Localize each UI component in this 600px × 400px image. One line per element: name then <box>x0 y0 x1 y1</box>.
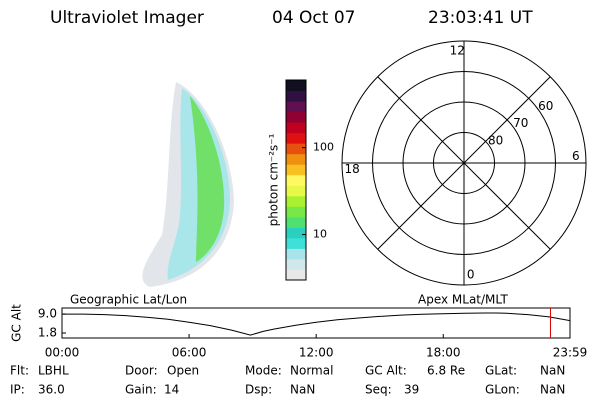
date: 04 Oct 07 <box>272 8 355 28</box>
colorbar-swatch <box>286 132 306 144</box>
colorbar-tick-label: 10 <box>313 228 327 241</box>
colorbar-swatch <box>286 90 306 102</box>
colorbar-swatch <box>286 195 306 207</box>
info-value: 39 <box>404 383 419 397</box>
info-label: GC Alt: <box>365 364 407 378</box>
colorbar-swatch <box>286 258 306 270</box>
title: Ultraviolet Imager <box>50 8 204 28</box>
mlt-label: 18 <box>345 162 360 176</box>
lat-label: 60 <box>538 99 553 113</box>
y-tick-label: 9.0 <box>38 307 57 321</box>
plot-title: Geographic Lat/Lon <box>70 293 187 307</box>
info-label: GLat: <box>485 364 517 378</box>
info-label: Gain: <box>125 383 157 397</box>
info-value: 6.8 Re <box>427 364 465 378</box>
colorbar-swatch <box>286 143 306 155</box>
colorbar-swatch <box>286 174 306 186</box>
colorbar-swatch <box>286 216 306 228</box>
lat-label: 80 <box>488 134 503 148</box>
mlt-label: 0 <box>467 267 475 281</box>
info-label: GLon: <box>485 383 520 397</box>
auroral-image <box>142 82 234 287</box>
info-label: Dsp: <box>245 383 272 397</box>
x-tick-label: 23:59 <box>553 346 588 360</box>
altitude-line <box>62 312 571 336</box>
y-tick-label: 1.8 <box>38 326 57 340</box>
colorbar-swatch <box>286 101 306 113</box>
lat-ring <box>372 71 556 255</box>
info-label: Flt: <box>10 364 29 378</box>
x-tick-label: 12:00 <box>299 346 334 360</box>
colorbar-swatch <box>286 153 306 165</box>
image-green <box>190 96 225 262</box>
info-value: Open <box>167 364 199 378</box>
info-label: IP: <box>10 383 25 397</box>
x-tick-label: 00:00 <box>45 346 80 360</box>
info-value: NaN <box>540 364 565 378</box>
colorbar-swatch <box>286 111 306 123</box>
mlt-label: 12 <box>450 44 465 58</box>
lat-label: 70 <box>513 116 528 130</box>
colorbar-swatch <box>286 185 306 197</box>
plot-frame <box>61 307 571 339</box>
colorbar-label: photon cm⁻²s⁻¹ <box>267 133 281 226</box>
mlt-label: 6 <box>572 149 580 163</box>
polar-spoke <box>377 76 551 250</box>
lat-ring <box>402 101 526 225</box>
colorbar-swatch <box>286 227 306 239</box>
x-tick-label: 18:00 <box>426 346 461 360</box>
colorbar-swatch <box>286 269 306 281</box>
info-value: LBHL <box>38 364 69 378</box>
colorbar-swatch <box>286 248 306 260</box>
info-label: Seq: <box>365 383 392 397</box>
plot-subtitle: Apex MLat/MLT <box>418 293 508 307</box>
colorbar-swatch <box>286 80 306 92</box>
lat-ring <box>433 132 495 194</box>
y-axis-label: GC Alt <box>10 304 24 342</box>
colorbar-swatch <box>286 122 306 134</box>
colorbar-swatch <box>286 164 306 176</box>
x-tick-label: 06:00 <box>172 346 207 360</box>
info-label: Door: <box>125 364 158 378</box>
time: 23:03:41 UT <box>428 8 533 28</box>
info-value: Normal <box>290 364 333 378</box>
colorbar-tick-label: 100 <box>313 141 334 154</box>
colorbar-swatch <box>286 237 306 249</box>
colorbar-frame <box>285 79 307 281</box>
info-value: NaN <box>540 383 565 397</box>
info-value: 14 <box>164 383 179 397</box>
info-label: Mode: <box>245 364 282 378</box>
info-value: 36.0 <box>38 383 65 397</box>
colorbar-swatch <box>286 206 306 218</box>
info-value: NaN <box>290 383 315 397</box>
